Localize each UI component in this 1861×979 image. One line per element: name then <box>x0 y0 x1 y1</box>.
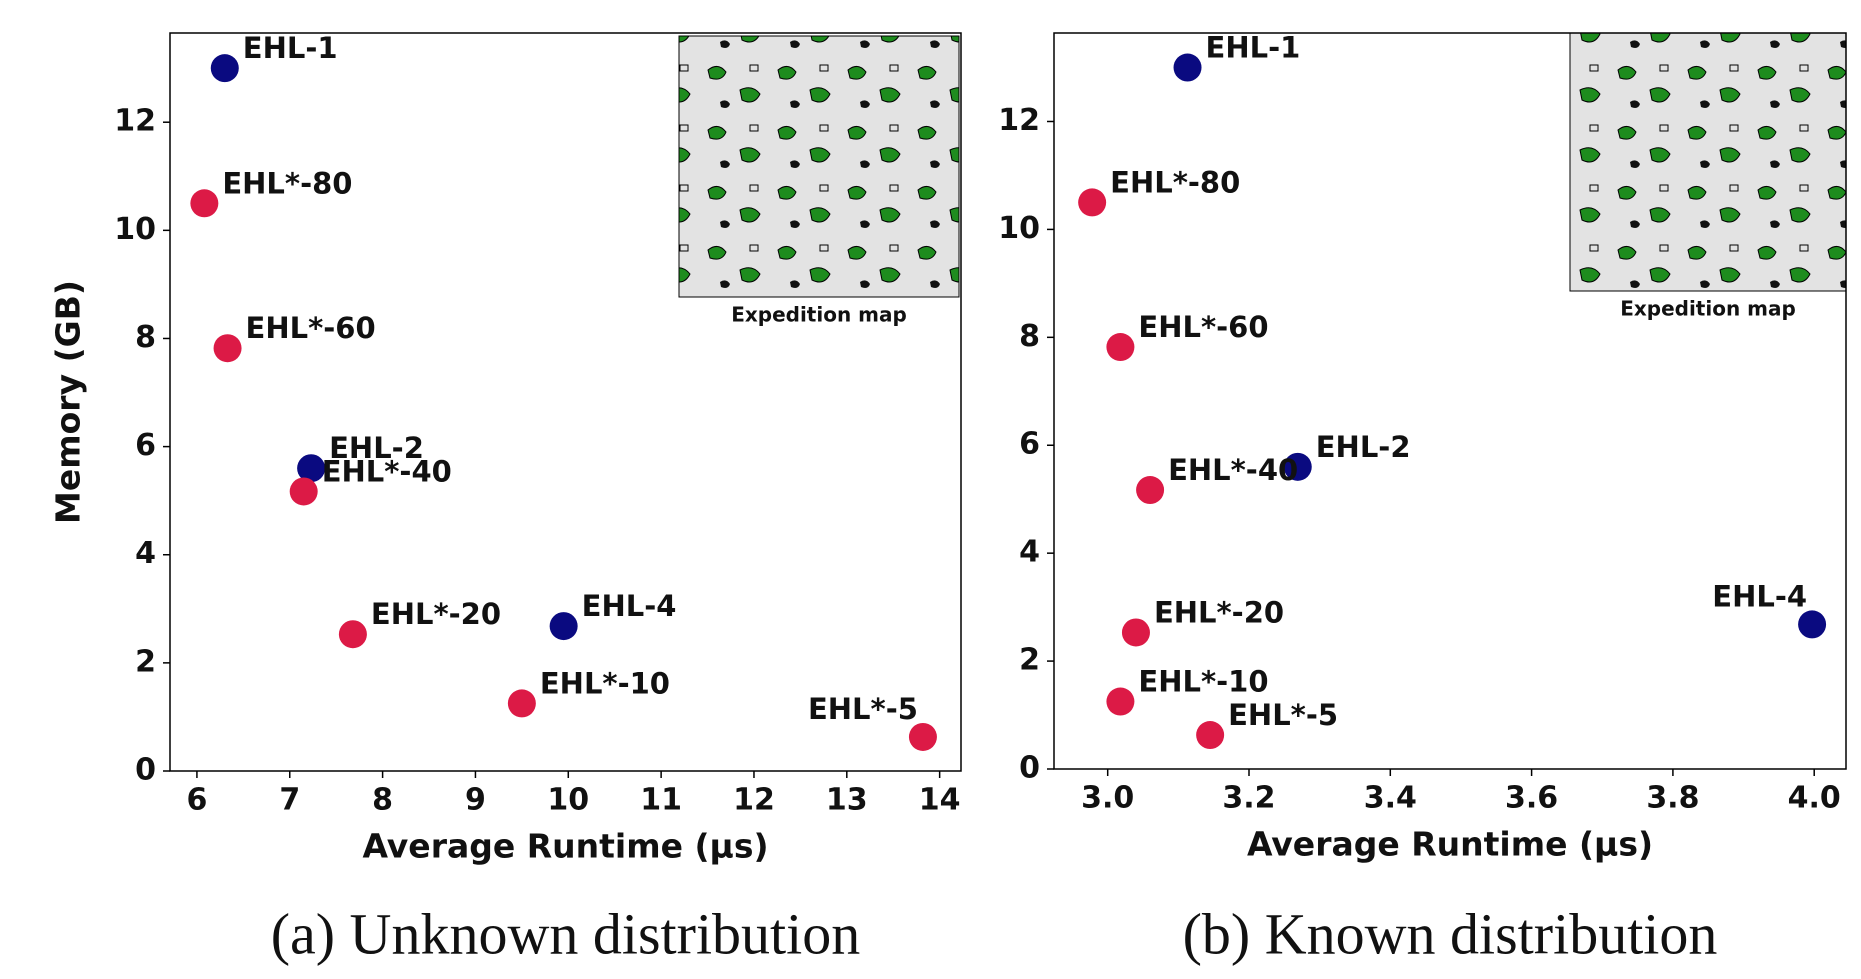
point <box>339 620 367 648</box>
x-tick-label: 8 <box>372 783 393 818</box>
point-label: EHL-4 <box>582 589 677 623</box>
x-tick-label: 10 <box>547 783 589 818</box>
point-label: EHL*-5 <box>808 692 918 726</box>
point-label: EHL*-60 <box>1138 310 1268 344</box>
y-tick-label: 4 <box>135 536 156 571</box>
point-label: EHL*-60 <box>246 311 376 345</box>
point-label: EHL-4 <box>1712 579 1807 613</box>
y-tick-label: 2 <box>1019 643 1040 678</box>
point-label: EHL*-10 <box>540 666 670 700</box>
y-tick-label: 4 <box>1019 535 1040 570</box>
point <box>1136 476 1164 504</box>
point <box>190 189 218 217</box>
y-tick-label: 8 <box>1019 319 1040 354</box>
point-label: EHL-2 <box>1316 430 1411 464</box>
point <box>1078 188 1106 216</box>
x-tick-label: 6 <box>186 783 207 818</box>
point-label: EHL*-10 <box>1138 665 1268 699</box>
caption: (b) Known distribution <box>1183 901 1718 966</box>
y-tick-label: 0 <box>1019 751 1040 786</box>
x-tick-label: 9 <box>465 783 486 818</box>
x-tick-label: 7 <box>279 783 300 818</box>
y-tick-label: 0 <box>135 753 156 788</box>
point-label: EHL-1 <box>243 31 338 65</box>
y-tick-label: 8 <box>135 320 156 355</box>
y-tick-label: 6 <box>1019 427 1040 462</box>
point <box>1196 721 1224 749</box>
point-label: EHL*-40 <box>1168 453 1298 487</box>
point <box>909 723 937 751</box>
x-tick-label: 4.0 <box>1788 781 1841 816</box>
point <box>1106 688 1134 716</box>
point <box>290 477 318 505</box>
inset-map <box>679 36 959 297</box>
x-axis-title: Average Runtime (µs) <box>1247 825 1653 864</box>
inset-map <box>1570 33 1846 291</box>
figure: Expedition map 6 7 8 9 10 11 12 13 14 0 2 4 6 8 10 12 Ave… <box>0 0 1861 979</box>
caption: (a) Unknown distribution <box>271 901 861 966</box>
point-label: EHL*-40 <box>322 454 452 488</box>
point-label: EHL*-20 <box>371 597 501 631</box>
x-tick-label: 3.8 <box>1646 781 1699 816</box>
point <box>214 334 242 362</box>
point <box>1798 610 1826 638</box>
point <box>1122 618 1150 646</box>
point <box>211 54 239 82</box>
x-tick-label: 3.6 <box>1505 781 1558 816</box>
x-tick-label: 3.2 <box>1222 781 1275 816</box>
inset-label: Expedition map <box>731 303 907 327</box>
point-label: EHL*-80 <box>1110 165 1240 199</box>
point <box>550 612 578 640</box>
point <box>508 689 536 717</box>
y-tick-label: 12 <box>998 103 1040 138</box>
inset-label: Expedition map <box>1620 297 1796 321</box>
y-tick-label: 2 <box>135 644 156 679</box>
x-tick-label: 3.4 <box>1364 781 1417 816</box>
point-label: EHL-1 <box>1206 31 1301 65</box>
y-tick-label: 10 <box>998 211 1040 246</box>
y-tick-label: 6 <box>135 428 156 463</box>
y-tick-label: 10 <box>114 212 156 247</box>
x-tick-label: 3.0 <box>1081 781 1134 816</box>
x-tick-label: 13 <box>826 783 868 818</box>
x-tick-label: 11 <box>640 783 682 818</box>
x-tick-label: 14 <box>919 783 961 818</box>
point <box>1174 54 1202 82</box>
point-label: EHL*-20 <box>1154 595 1284 629</box>
point-label: EHL*-80 <box>222 166 352 200</box>
point <box>1106 333 1134 361</box>
y-tick-label: 12 <box>114 104 156 139</box>
y-axis-title: Memory (GB) <box>49 280 88 524</box>
point-label: EHL*-5 <box>1228 698 1338 732</box>
x-tick-label: 12 <box>733 783 775 818</box>
x-axis-title: Average Runtime (µs) <box>362 827 768 866</box>
